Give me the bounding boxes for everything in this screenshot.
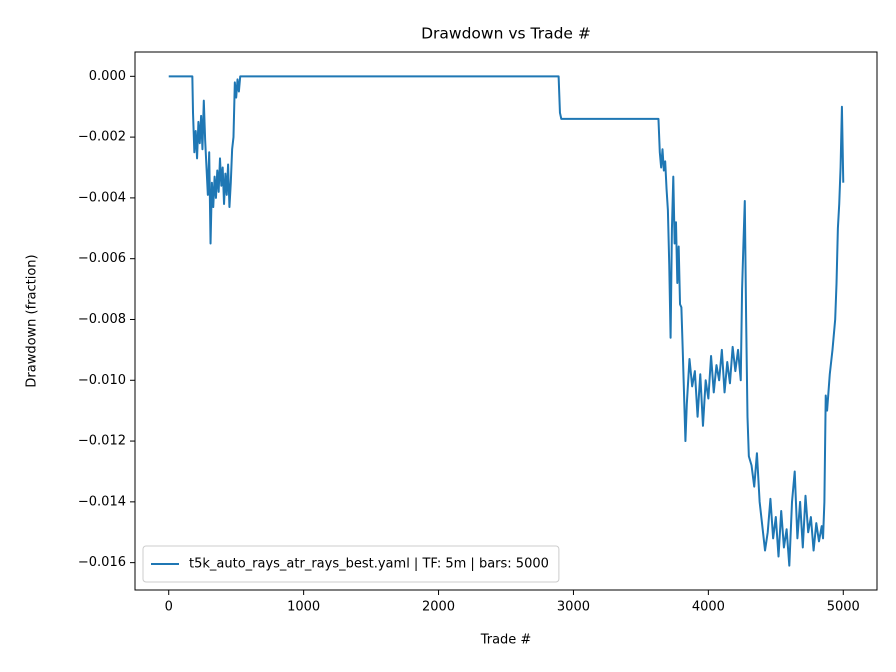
x-tick-label: 2000 xyxy=(422,600,455,615)
y-tick-label: −0.002 xyxy=(78,130,126,145)
y-tick-label: −0.016 xyxy=(78,555,126,570)
x-axis-label: Trade # xyxy=(480,633,532,648)
x-tick-label: 0 xyxy=(165,600,173,615)
chart-title: Drawdown vs Trade # xyxy=(421,25,591,43)
x-tick-label: 4000 xyxy=(692,600,725,615)
y-tick-label: −0.004 xyxy=(78,190,126,205)
line-series xyxy=(168,75,845,567)
plot-frame xyxy=(134,51,878,591)
y-tick-label: 0.000 xyxy=(89,69,126,84)
y-tick-label: −0.010 xyxy=(78,373,126,388)
legend-label: t5k_auto_rays_atr_rays_best.yaml | TF: 5… xyxy=(189,557,549,572)
y-tick-label: −0.008 xyxy=(78,312,126,327)
y-tick-label: −0.012 xyxy=(78,434,126,449)
y-axis-label: Drawdown (fraction) xyxy=(25,254,40,387)
y-tick-label: −0.006 xyxy=(78,251,126,266)
x-tick-label: 3000 xyxy=(557,600,590,615)
legend-box xyxy=(142,545,560,583)
y-tick-label: −0.014 xyxy=(78,494,126,509)
x-tick-label: 5000 xyxy=(827,600,860,615)
x-tick-label: 1000 xyxy=(287,600,320,615)
